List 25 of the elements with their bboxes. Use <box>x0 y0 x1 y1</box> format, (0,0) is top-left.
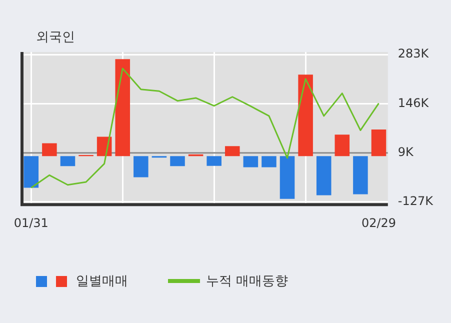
legend-label: 누적 매매동향 <box>206 273 288 290</box>
bar <box>60 156 76 166</box>
x-tick-label: 01/31 <box>14 216 48 230</box>
bar <box>316 156 332 196</box>
x-tick-label: 02/29 <box>361 216 396 230</box>
bar <box>298 74 313 156</box>
bar <box>280 156 295 199</box>
legend-label: 일별매매 <box>76 273 128 290</box>
bar <box>243 156 258 168</box>
chart-title: 외국인 <box>36 29 75 46</box>
bar <box>262 156 276 168</box>
bar <box>371 130 386 156</box>
bar <box>334 134 350 156</box>
bar <box>134 156 148 178</box>
y-tick-label: 283K <box>398 46 430 61</box>
bar <box>170 156 185 166</box>
bar <box>206 156 222 166</box>
bar <box>115 59 130 156</box>
bar <box>225 146 240 156</box>
y-tick-label: 9K <box>398 145 415 160</box>
bar <box>42 143 57 156</box>
bar <box>24 156 39 188</box>
y-tick-label: 146K <box>398 96 430 110</box>
y-tick-label: -127K <box>398 194 434 208</box>
bar <box>353 156 368 194</box>
